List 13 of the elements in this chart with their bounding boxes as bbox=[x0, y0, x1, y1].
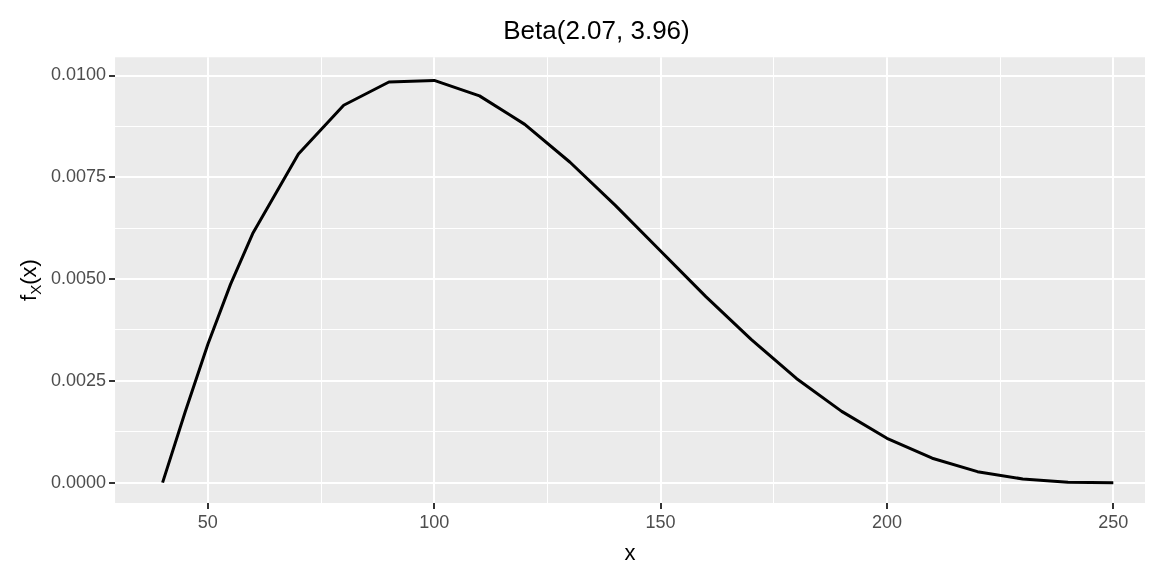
y-tick-label: 0.0050 bbox=[50, 268, 107, 289]
chart-title: Beta(2.07, 3.96) bbox=[503, 14, 690, 45]
y-tick-label: 0.0100 bbox=[50, 64, 107, 85]
y-tick-label: 0.0000 bbox=[50, 471, 107, 492]
y-axis-title: fX(x) bbox=[16, 259, 44, 301]
x-axis-title: x bbox=[624, 539, 636, 565]
x-tick-label: 50 bbox=[197, 511, 218, 532]
x-tick-label: 250 bbox=[1098, 511, 1129, 532]
x-tick-label: 100 bbox=[419, 511, 450, 532]
x-tick-label: 200 bbox=[871, 511, 902, 532]
y-tick-label: 0.0075 bbox=[50, 166, 107, 187]
y-tick-label: 0.0025 bbox=[50, 369, 107, 390]
x-tick-label: 150 bbox=[645, 511, 676, 532]
